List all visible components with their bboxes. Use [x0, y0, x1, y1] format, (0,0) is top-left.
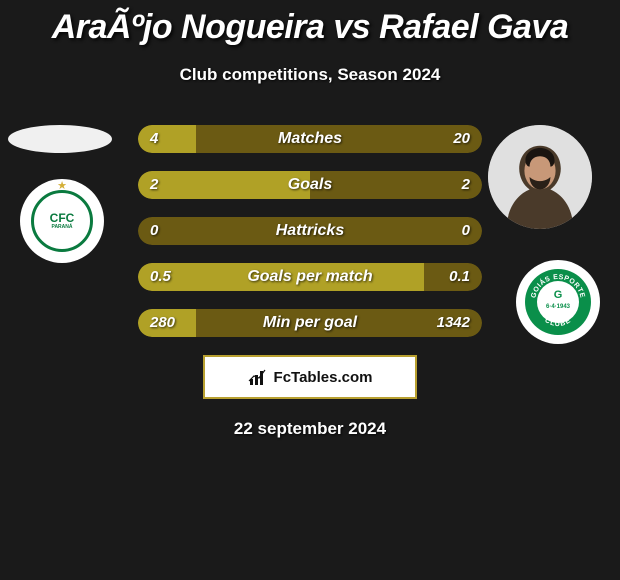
stat-value-right: 20 — [453, 125, 470, 153]
stat-value-right: 0 — [462, 217, 470, 245]
stat-value-left: 0.5 — [150, 263, 171, 291]
stats-bars: Matches4 20 Goals2 2 Hattricks0 0 Goals per ma… — [138, 125, 482, 355]
stat-row: Goals per match0.5 0.1 — [138, 263, 482, 291]
stat-row: Min per goal280 1342 — [138, 309, 482, 337]
stat-label: Goals — [138, 171, 482, 199]
stat-label: Matches — [138, 125, 482, 153]
stat-label: Hattricks — [138, 217, 482, 245]
star-icon: ★ — [57, 179, 67, 192]
club-left-inner: ★ CFC PARANÁ — [31, 190, 93, 252]
stat-label: Goals per match — [138, 263, 482, 291]
player-left-placeholder — [8, 125, 112, 153]
stat-row: Goals2 2 — [138, 171, 482, 199]
stat-value-right: 1342 — [437, 309, 470, 337]
stat-value-right: 2 — [462, 171, 470, 199]
source-badge: FcTables.com — [203, 355, 417, 399]
club-right-badge: GOIÁS ESPORTE CLUBE G 6·4·1943 — [516, 260, 600, 344]
player-right-photo — [488, 125, 592, 229]
club-right-ring: GOIÁS ESPORTE CLUBE — [525, 269, 591, 335]
source-text: FcTables.com — [274, 369, 373, 386]
svg-text:CLUBE: CLUBE — [543, 317, 572, 328]
date-line: 22 september 2024 — [0, 419, 620, 439]
stat-row: Matches4 20 — [138, 125, 482, 153]
stat-row: Hattricks0 0 — [138, 217, 482, 245]
stat-value-left: 0 — [150, 217, 158, 245]
club-left-abbr: CFC — [50, 212, 75, 224]
club-right-ring-bottom: CLUBE — [543, 317, 572, 328]
svg-text:GOIÁS ESPORTE: GOIÁS ESPORTE — [530, 274, 585, 299]
club-left-arc-bottom: PARANÁ — [51, 225, 72, 230]
stat-label: Min per goal — [138, 309, 482, 337]
stat-value-left: 4 — [150, 125, 158, 153]
stat-value-left: 2 — [150, 171, 158, 199]
club-right-ring-top: GOIÁS ESPORTE — [530, 274, 585, 299]
club-left-badge: ★ CFC PARANÁ — [20, 179, 104, 263]
club-right-inner: GOIÁS ESPORTE CLUBE G 6·4·1943 — [525, 269, 591, 335]
stat-value-right: 0.1 — [449, 263, 470, 291]
chart-icon — [248, 367, 268, 387]
page-subtitle: Club competitions, Season 2024 — [0, 65, 620, 85]
stat-value-left: 280 — [150, 309, 175, 337]
page-title: AraÃºjo Nogueira vs Rafael Gava — [0, 0, 620, 47]
